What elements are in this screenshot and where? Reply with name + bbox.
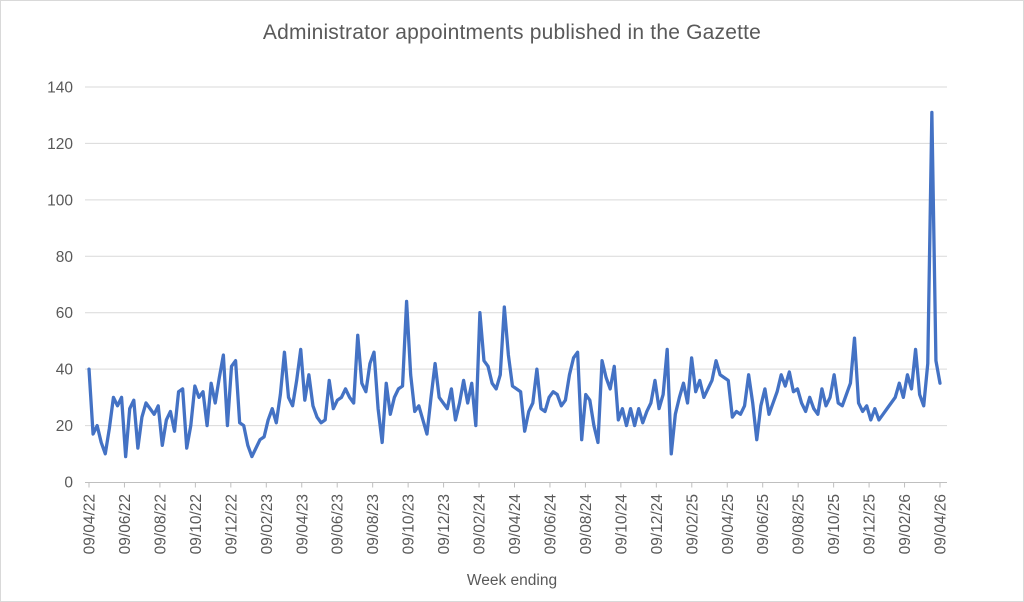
x-axis-line [85, 482, 947, 488]
x-axis-tick-label: 09/08/22 [152, 494, 169, 554]
x-axis-tick-labels: 09/04/22 09/06/22 09/08/22 09/10/22 09/12/22… [82, 494, 950, 555]
series-line [87, 110, 942, 459]
x-axis-tick-label: 09/08/25 [791, 494, 808, 554]
x-axis-tick-label: 09/02/25 [684, 494, 701, 554]
x-axis-tick-label: 09/06/23 [330, 494, 347, 554]
y-axis-tick-label: 40 [56, 362, 74, 379]
gridlines [85, 86, 947, 427]
x-axis-tick-label: 09/08/24 [578, 494, 595, 555]
x-axis-tick-label: 09/06/22 [117, 494, 134, 554]
x-axis-title: Week ending [466, 572, 558, 589]
x-axis-tick-label: 09/02/24 [472, 494, 489, 555]
x-axis-tick-label: 09/04/23 [294, 494, 311, 554]
x-axis-tick-label: 09/04/26 [933, 494, 950, 554]
x-axis-tick-label: 09/12/24 [649, 494, 666, 555]
x-axis-tick-label: 09/06/25 [755, 494, 772, 554]
x-axis-tick-label: 09/10/22 [188, 494, 205, 554]
chart-title: Administrator appointments published in … [262, 21, 762, 44]
y-axis-tick-label: 0 [64, 475, 73, 492]
x-axis-tick-label: 09/04/24 [507, 494, 524, 555]
x-axis-tick-label: 09/02/23 [259, 494, 276, 554]
y-axis-tick-label: 60 [56, 305, 74, 322]
x-axis-tick-label: 09/02/26 [897, 494, 914, 554]
y-axis-tick-label: 140 [47, 80, 73, 97]
y-axis-tick-label: 100 [47, 192, 73, 209]
x-axis-tick-label: 09/08/23 [365, 494, 382, 554]
y-axis-tick-labels: 0 20 40 60 80 100 120 140 [47, 80, 73, 492]
x-axis-tick-label: 09/06/24 [542, 494, 559, 555]
x-axis-tick-label: 09/04/25 [720, 494, 737, 554]
x-axis-tick-label: 09/10/23 [401, 494, 418, 554]
x-axis-tick-label: 09/10/24 [613, 494, 630, 555]
x-axis-tick-label: 09/12/23 [436, 494, 453, 554]
x-axis-tick-label: 09/10/25 [826, 494, 843, 554]
y-axis-tick-label: 120 [47, 136, 73, 153]
y-axis-tick-label: 20 [56, 418, 74, 435]
y-axis-tick-label: 80 [56, 249, 74, 266]
x-axis-tick-label: 09/12/22 [223, 494, 240, 554]
x-axis-tick-label: 09/12/25 [862, 494, 879, 554]
x-axis-tick-label: 09/04/22 [82, 494, 99, 554]
